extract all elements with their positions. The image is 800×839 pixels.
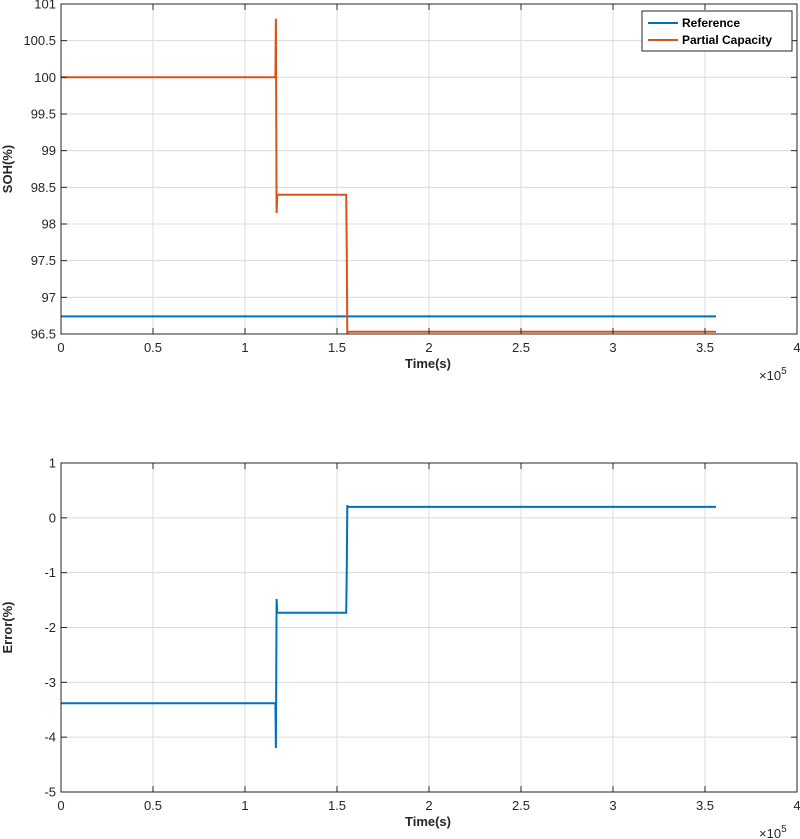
y-tick-label: 99 [42,143,56,158]
y-axis-label: SOH(%) [0,145,15,193]
series-line-partial-capacity [61,18,716,335]
x-tick-label: 0.5 [144,340,162,355]
x-tick-label: 3.5 [696,340,714,355]
y-tick-label: 100.5 [23,33,56,48]
x-tick-label: 2.5 [512,340,530,355]
x-tick-label: 3 [609,340,616,355]
series-line-error [61,504,716,749]
y-tick-label: 98 [42,217,56,232]
y-tick-label: 98.5 [31,180,56,195]
x-tick-label: 1.5 [328,798,346,813]
legend-entry: Partial Capacity [682,33,772,47]
y-tick-label: 100 [34,70,56,85]
y-tick-label: 96.5 [31,327,56,342]
x-tick-label: 3.5 [696,798,714,813]
x-tick-label: 0.5 [144,798,162,813]
y-tick-label: 1 [49,456,56,471]
x-exponent: 5 [781,824,787,835]
y-tick-label: -3 [44,675,56,690]
y-tick-label: 97 [42,290,56,305]
x-exponent-label: ×105 [759,366,787,383]
y-tick-label: -1 [44,565,56,580]
grid [60,462,798,793]
x-axis-label: Time(s) [405,814,451,829]
x-multiplier: ×10 [759,826,781,839]
y-tick-label: 101 [34,0,56,12]
y-tick-label: -5 [44,785,56,800]
x-tick-label: 4 [793,340,800,355]
x-tick-label: 2 [425,340,432,355]
y-axis-label: Error(%) [0,601,15,653]
soh-chart: 0 0.5 1 1.5 2 2.5 3 3.5 4 96.5 97 97.5 98 98.5 99 99.5 1… [0,0,800,383]
error-chart: 0 0.5 1 1.5 2 2.5 3 3.5 4 -5 -4 -3 -2 -1 0 1 Time(s) Erro… [0,456,800,839]
y-tick-label: -2 [44,620,56,635]
legend-box [641,10,793,52]
x-tick-label: 2 [425,798,432,813]
legend-entry: Reference [682,16,740,30]
y-tick-label: -4 [44,730,56,745]
x-multiplier: ×10 [759,368,781,383]
x-tick-label: 0 [57,340,64,355]
x-exponent-label: ×105 [759,824,787,839]
y-tick-label: 99.5 [31,107,56,122]
y-tick-label: 97.5 [31,253,56,268]
x-exponent: 5 [781,366,787,377]
x-tick-label: 3 [609,798,616,813]
x-tick-label: 4 [793,798,800,813]
x-tick-label: 1 [241,798,248,813]
x-axis-label: Time(s) [405,356,451,371]
legend: Reference Partial Capacity [641,10,793,52]
grid [60,3,798,335]
x-tick-label: 1.5 [328,340,346,355]
x-tick-label: 2.5 [512,798,530,813]
x-tick-label: 1 [241,340,248,355]
x-tick-label: 0 [57,798,64,813]
y-tick-label: 0 [49,510,56,525]
